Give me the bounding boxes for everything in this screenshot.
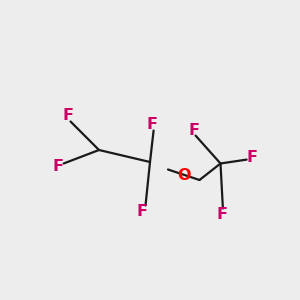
Text: F: F xyxy=(146,117,157,132)
Text: F: F xyxy=(247,150,257,165)
Text: F: F xyxy=(53,159,64,174)
Text: F: F xyxy=(62,108,73,123)
Text: F: F xyxy=(217,207,227,222)
Text: F: F xyxy=(188,123,199,138)
Text: O: O xyxy=(178,168,191,183)
Text: F: F xyxy=(137,204,148,219)
